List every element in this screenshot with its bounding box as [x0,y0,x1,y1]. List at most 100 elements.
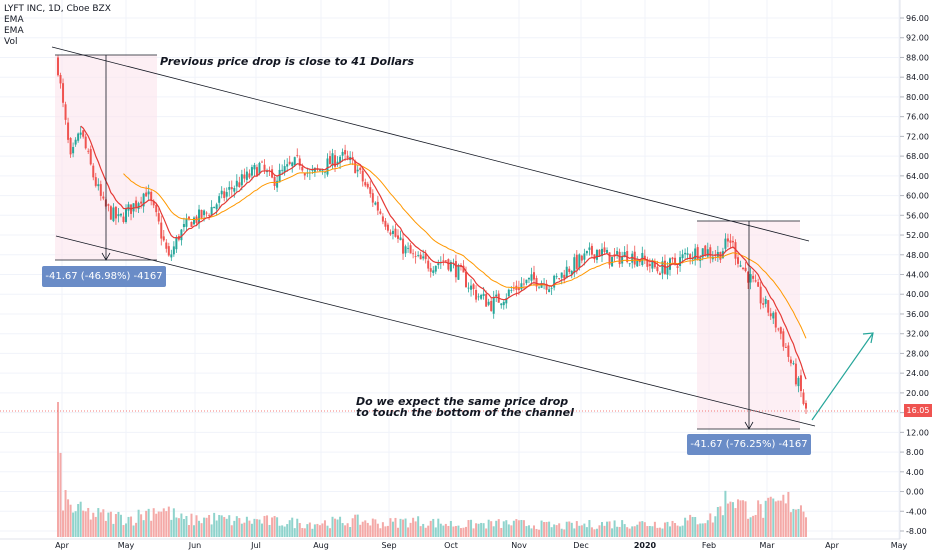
y-tick-label: 76.00 [906,113,929,122]
volume-bar [686,520,689,537]
volume-label[interactable]: Vol [4,37,18,47]
candle [399,230,402,241]
candle [575,250,578,274]
candle [462,260,465,273]
y-tick-label: 52.00 [906,231,929,240]
candle [119,213,122,218]
volume-bar [230,525,233,537]
ema-fast-label[interactable]: EMA [4,15,24,25]
chart-legend: LYFT INC, 1D, Cboe BZX EMA EMA Vol [4,4,111,48]
volume-bar [444,523,447,537]
candle [208,213,211,221]
candle-body [726,238,729,242]
candle-body [122,216,125,222]
candle-body [318,169,321,171]
candle-body [502,301,505,306]
volume-bar [180,513,183,537]
volume-bar [487,519,490,537]
annotation-question-line-2[interactable]: to touch the bottom of the channel [356,406,574,419]
volume-bar [764,500,767,537]
candle [590,243,593,259]
candle [291,161,294,173]
candle-body [774,312,777,328]
symbol-label[interactable]: LYFT INC, 1D, Cboe BZX [4,4,111,14]
volume-bar [339,516,342,537]
candle [238,176,241,188]
candle-body [555,276,558,278]
candle-body [432,270,435,273]
candle-body [737,257,739,264]
candle-body [298,158,301,166]
candle-body [633,251,636,265]
volume-bar [386,525,389,537]
candle [316,164,319,172]
candle [341,148,344,162]
candle-body [548,289,551,293]
volume-bar [651,526,654,537]
volume-bar [306,524,309,537]
volume-bar [77,504,80,537]
candle [588,242,591,256]
candle-body [364,182,367,186]
candle-body [321,169,324,171]
volume-bar [671,520,674,537]
candle-body [72,146,75,154]
volume-bar [452,526,455,537]
y-tick-label: 64.00 [906,172,929,181]
candle-body [114,206,117,219]
candle [303,172,306,180]
candle [167,242,170,257]
measure-label-first-drop[interactable]: -41.67 (-46.98%) -4167 [42,266,166,287]
x-tick-label: Nov [511,541,527,550]
volume-bar [626,527,629,537]
volume-bar [449,520,452,537]
candle-body [243,174,246,179]
candle-body [492,297,495,314]
y-tick-label: 44.00 [906,271,929,280]
ema-slow-label[interactable]: EMA [4,26,24,36]
y-axis[interactable]: 96.00 92.00 88.00 84.00 80.00 76.00 72.00 68.00… [899,0,929,539]
measure-label-second-drop[interactable]: -41.67 (-76.25%) -4167 [687,434,811,455]
annotation-previous-drop[interactable]: Previous price drop is close to 41 Dolla… [160,55,414,68]
candle-body [97,184,100,187]
annotation-question-line-1[interactable]: Do we expect the same price drop [356,395,569,408]
candle [799,369,802,398]
candle-body [152,200,155,206]
candle-body [198,209,201,224]
x-axis[interactable]: Apr May Jun Jul Aug Sep Oct Nov Dec 2020 Feb Mar Apr… [0,538,908,550]
volume-bar [97,508,100,537]
candle-body [495,294,498,297]
y-tick-label: 84.00 [906,73,929,82]
volume-bar [228,515,231,537]
candle-body [696,247,699,260]
candle [147,184,150,201]
volume-bar [414,521,417,537]
candle [409,243,412,254]
candle-body [573,257,576,274]
candle-body [510,290,513,292]
candle-body [187,216,190,220]
candle [125,204,127,224]
volume-bar [485,528,488,537]
candle-body [444,260,447,262]
candle-body [434,265,437,272]
candle [792,360,795,366]
candle-body [205,212,208,214]
candle-body [339,156,342,163]
volume-bar [555,525,558,537]
volume-bar [633,526,636,537]
candle [308,168,311,180]
measure-arrow-2 [744,421,754,430]
candle-body [590,245,593,255]
volume-bar [308,522,311,537]
candle-body [263,164,266,170]
y-tick-label: 12.00 [906,428,929,437]
volume-bar [374,519,377,537]
candle-body [301,166,304,171]
candle-body [676,266,679,268]
candle [492,290,495,319]
candle [757,278,760,287]
volume-bar [595,528,598,537]
volume-bar [137,509,140,537]
candle [470,279,473,297]
